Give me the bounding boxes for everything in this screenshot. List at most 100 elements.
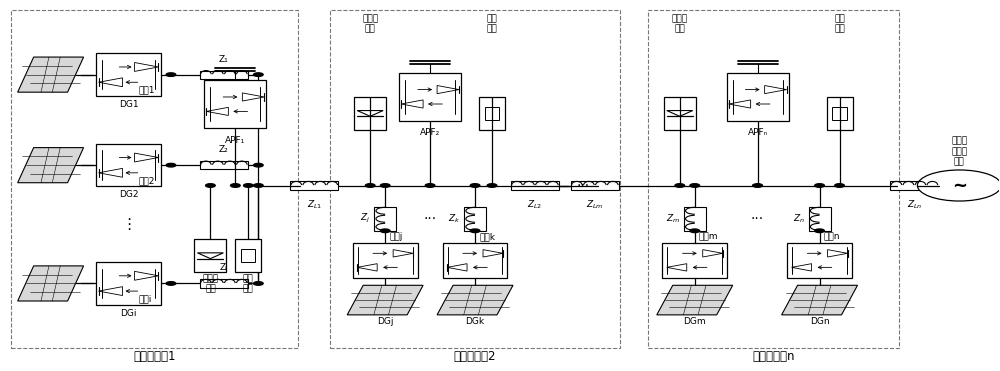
Circle shape xyxy=(425,184,435,187)
Text: DGj: DGj xyxy=(377,317,393,326)
Text: $Z_{Lm}$: $Z_{Lm}$ xyxy=(586,198,604,211)
Bar xyxy=(890,181,938,190)
Text: Z₂: Z₂ xyxy=(219,145,229,154)
Bar xyxy=(443,243,507,278)
Bar xyxy=(399,73,461,121)
Text: DG2: DG2 xyxy=(119,190,138,199)
Bar xyxy=(827,97,853,130)
Text: APFₙ: APFₙ xyxy=(748,128,768,137)
Polygon shape xyxy=(782,285,858,315)
Circle shape xyxy=(254,73,263,76)
Polygon shape xyxy=(18,266,84,301)
Bar xyxy=(96,262,161,305)
Bar xyxy=(464,207,486,231)
Polygon shape xyxy=(347,285,423,315)
Text: 大电网
等效电
压源: 大电网 等效电 压源 xyxy=(951,137,967,166)
Bar xyxy=(204,80,266,128)
Circle shape xyxy=(753,184,762,187)
Bar xyxy=(353,243,418,278)
Bar xyxy=(200,161,248,169)
Text: DGi: DGi xyxy=(120,309,137,318)
Circle shape xyxy=(815,184,824,187)
Text: DGk: DGk xyxy=(465,317,485,326)
Text: $Z_k$: $Z_k$ xyxy=(448,213,460,225)
Text: DGm: DGm xyxy=(683,317,706,326)
Circle shape xyxy=(166,163,176,167)
Text: $Z_{L1}$: $Z_{L1}$ xyxy=(307,198,322,211)
Text: Zᵢ: Zᵢ xyxy=(220,263,228,272)
Bar xyxy=(96,144,161,186)
Bar xyxy=(664,97,696,130)
Text: 区域配电网2: 区域配电网2 xyxy=(454,350,496,363)
Text: ···: ··· xyxy=(424,212,437,226)
Circle shape xyxy=(254,163,263,167)
Text: ~: ~ xyxy=(952,177,967,194)
Text: 节点n: 节点n xyxy=(824,232,840,241)
Circle shape xyxy=(835,184,844,187)
Text: ···: ··· xyxy=(751,212,764,226)
Text: APF₁: APF₁ xyxy=(225,136,245,145)
Circle shape xyxy=(380,184,390,187)
Bar xyxy=(809,207,831,231)
Circle shape xyxy=(365,184,375,187)
Circle shape xyxy=(675,184,685,187)
Circle shape xyxy=(815,229,824,233)
Text: 区域配电网1: 区域配电网1 xyxy=(133,350,176,363)
Text: $Z_{L2}$: $Z_{L2}$ xyxy=(527,198,543,211)
Text: 节点j: 节点j xyxy=(389,232,403,241)
Polygon shape xyxy=(18,148,84,183)
Polygon shape xyxy=(18,57,84,92)
Bar xyxy=(485,107,499,120)
Text: 区域配电网n: 区域配电网n xyxy=(752,350,795,363)
Bar xyxy=(648,10,899,348)
Circle shape xyxy=(166,73,176,76)
Bar xyxy=(330,10,620,348)
Text: 节点k: 节点k xyxy=(479,232,495,241)
Polygon shape xyxy=(657,285,733,315)
Bar xyxy=(662,243,727,278)
Circle shape xyxy=(166,282,176,285)
Circle shape xyxy=(244,184,253,187)
Bar xyxy=(727,73,789,121)
Text: $Z_{Ln}$: $Z_{Ln}$ xyxy=(907,198,922,211)
Text: 节点i: 节点i xyxy=(139,295,152,303)
Circle shape xyxy=(487,184,497,187)
Circle shape xyxy=(470,184,480,187)
Polygon shape xyxy=(437,285,513,315)
Circle shape xyxy=(917,170,1000,201)
Text: 节点1: 节点1 xyxy=(139,86,155,95)
Bar xyxy=(96,53,161,96)
Bar xyxy=(354,97,386,130)
Text: 非线性
负荷: 非线性 负荷 xyxy=(202,274,218,293)
Text: DGn: DGn xyxy=(810,317,829,326)
Bar xyxy=(194,239,226,272)
Text: Z₁: Z₁ xyxy=(219,55,229,63)
Circle shape xyxy=(206,184,215,187)
Text: ···: ··· xyxy=(424,178,437,193)
Bar xyxy=(374,207,396,231)
Text: ···: ··· xyxy=(576,178,589,193)
Bar xyxy=(684,207,706,231)
Circle shape xyxy=(470,229,480,233)
Text: $Z_m$: $Z_m$ xyxy=(666,213,680,225)
Bar xyxy=(200,279,248,288)
Bar xyxy=(511,181,559,190)
Bar xyxy=(479,97,505,130)
Text: ⋮: ⋮ xyxy=(121,217,136,232)
Circle shape xyxy=(254,282,263,285)
Bar xyxy=(832,107,847,120)
Circle shape xyxy=(690,229,700,233)
Bar xyxy=(787,243,852,278)
Text: 线性
负荷: 线性 负荷 xyxy=(243,274,254,293)
Bar xyxy=(290,181,338,190)
Text: ···: ··· xyxy=(751,178,764,193)
Text: DG1: DG1 xyxy=(119,100,138,109)
Bar xyxy=(241,249,255,262)
Text: $Z_j$: $Z_j$ xyxy=(360,212,370,225)
Text: 节点m: 节点m xyxy=(699,232,718,241)
Circle shape xyxy=(231,184,240,187)
Text: APF₂: APF₂ xyxy=(420,128,440,137)
Text: 非线性
负荷: 非线性 负荷 xyxy=(672,14,688,34)
Text: 线性
负荷: 线性 负荷 xyxy=(834,14,845,34)
Circle shape xyxy=(690,184,700,187)
